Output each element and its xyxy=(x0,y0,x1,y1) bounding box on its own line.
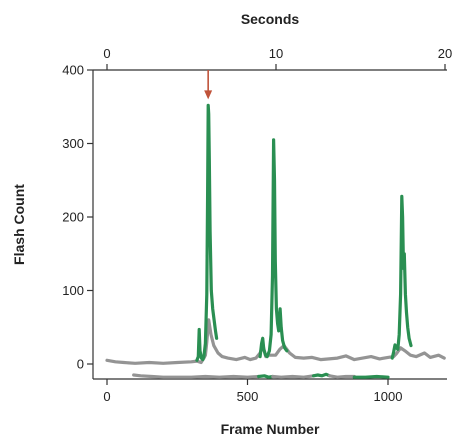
series-line-gray xyxy=(132,373,261,379)
arrow-head xyxy=(204,90,213,100)
top-tick-label: 20 xyxy=(438,46,452,61)
plot-area xyxy=(105,70,446,379)
chart-axes: 0 100 200 300 400 0 500 1000 0 10 20 xyxy=(62,46,452,404)
series-line-green xyxy=(390,194,413,360)
y-tick-label: 200 xyxy=(62,210,84,225)
series-line-gray xyxy=(328,374,356,379)
x-tick-label: 1000 xyxy=(374,389,403,404)
y-tick-label: 400 xyxy=(62,63,84,78)
x-axis-title: Frame Number xyxy=(221,421,320,437)
series-line-green xyxy=(257,374,275,379)
top-tick-label: 10 xyxy=(269,46,283,61)
y-axis-title: Flash Count xyxy=(11,184,27,265)
series-line-green xyxy=(311,372,332,378)
x-tick-label: 0 xyxy=(103,389,110,404)
y-tick-label: 100 xyxy=(62,283,84,298)
y-tick-label: 300 xyxy=(62,136,84,151)
series-line-green xyxy=(352,374,390,379)
series-line-green xyxy=(195,103,219,362)
series-line-gray xyxy=(271,374,316,379)
top-axis-title: Seconds xyxy=(241,11,300,27)
top-tick-label: 0 xyxy=(103,46,110,61)
series-line-green xyxy=(258,138,289,359)
y-tick-label: 0 xyxy=(77,357,84,372)
x-tick-label: 500 xyxy=(237,389,259,404)
